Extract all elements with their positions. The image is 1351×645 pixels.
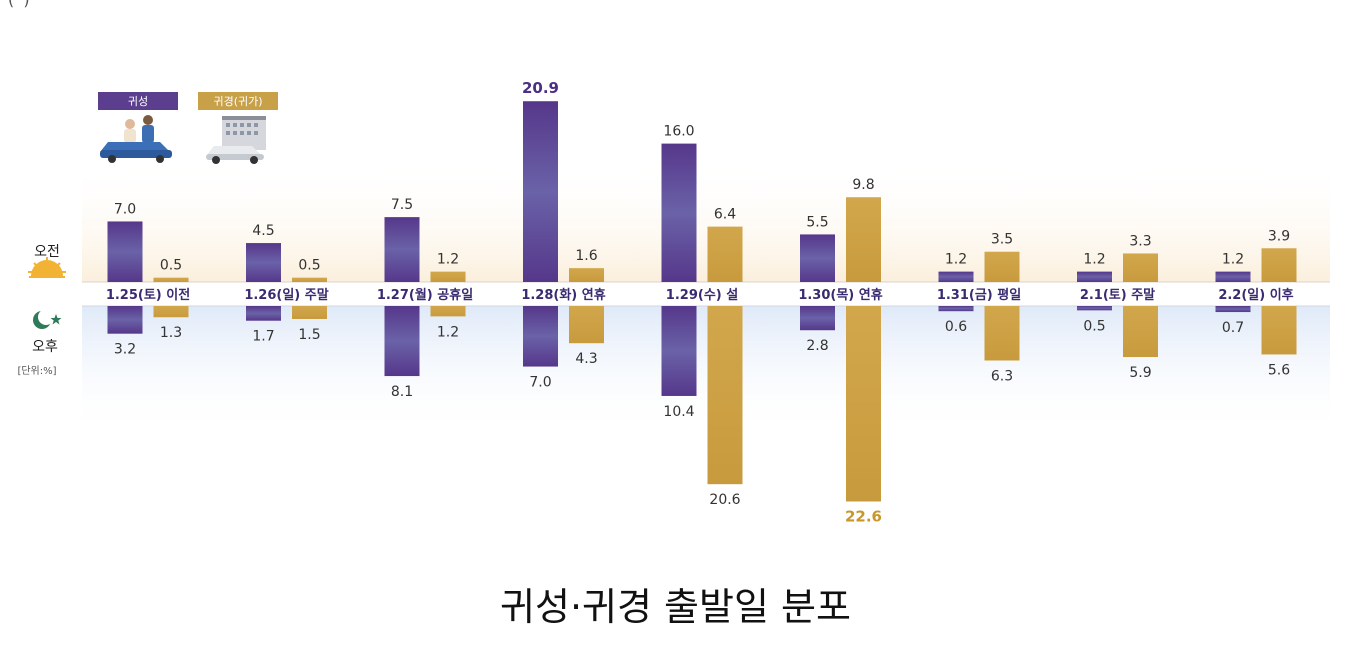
value-label-am: 3.5 xyxy=(991,232,1013,248)
category-label: 1.28(화) 연휴 xyxy=(521,287,605,303)
bar-homecoming-am xyxy=(938,271,974,282)
bar-homecoming-pm xyxy=(1077,306,1112,311)
bar-return-am xyxy=(1123,253,1158,282)
value-label-pm: 0.5 xyxy=(1083,318,1105,334)
value-label-pm: 7.0 xyxy=(529,375,551,391)
bar-homecoming-pm xyxy=(938,306,974,312)
value-label-pm: 1.3 xyxy=(160,325,182,341)
bar-homecoming-pm xyxy=(800,306,835,331)
bar-return-am xyxy=(707,226,743,282)
legend-label-homecoming: 귀성 xyxy=(128,95,148,108)
value-label-am: 7.0 xyxy=(114,201,136,217)
bar-homecoming-pm xyxy=(107,306,143,334)
pm-label: 오후 xyxy=(32,339,58,355)
bar-return-pm xyxy=(430,306,466,317)
value-label-pm: 8.1 xyxy=(391,384,413,400)
bar-homecoming-pm xyxy=(661,306,697,396)
value-label-pm: 3.2 xyxy=(114,342,136,358)
value-label-am: 1.2 xyxy=(945,252,967,268)
bar-return-pm xyxy=(984,306,1020,361)
category-band xyxy=(82,282,1330,306)
bar-return-am xyxy=(153,277,189,282)
value-label-am: 3.3 xyxy=(1129,233,1151,249)
legend-swatch-homecoming xyxy=(98,92,178,110)
value-label-pm: 1.7 xyxy=(252,329,274,345)
value-label-am: 4.5 xyxy=(252,223,274,239)
category-label: 1.30(목) 연휴 xyxy=(798,287,882,303)
value-label-pm: 2.8 xyxy=(806,338,828,354)
value-label-am: 16.0 xyxy=(663,124,694,140)
bar-return-am xyxy=(846,197,881,282)
unit-label: [단위:%] xyxy=(17,364,56,377)
bar-return-pm xyxy=(153,306,189,318)
value-label-am: 1.2 xyxy=(437,252,459,268)
bar-return-pm xyxy=(1123,306,1158,358)
value-label-am: 1.2 xyxy=(1083,252,1105,268)
bar-return-am xyxy=(984,251,1020,282)
legend-label-return: 귀경(귀가) xyxy=(213,95,262,108)
top-fragment: ( ) xyxy=(8,0,32,9)
legend-swatch-return xyxy=(198,92,278,110)
sun-icon xyxy=(28,257,66,278)
bar-return-pm xyxy=(846,306,881,502)
bar-return-pm xyxy=(292,306,327,319)
am-background xyxy=(82,160,1330,282)
value-label-am: 0.5 xyxy=(160,258,182,274)
value-label-am: 0.5 xyxy=(298,258,320,274)
bar-homecoming-pm xyxy=(384,306,420,377)
family-car-icon xyxy=(100,115,172,163)
value-label-am: 1.6 xyxy=(575,248,597,264)
category-label: 1.26(일) 주말 xyxy=(244,288,328,303)
category-label: 2.1(토) 주말 xyxy=(1080,288,1155,303)
value-label-am: 20.9 xyxy=(522,79,559,97)
value-label-pm: 0.6 xyxy=(945,319,967,335)
bar-homecoming-am xyxy=(661,143,697,282)
value-label-pm: 5.9 xyxy=(1129,365,1151,381)
bar-homecoming-pm xyxy=(523,306,558,367)
value-label-am: 6.4 xyxy=(714,207,736,223)
bar-homecoming-am xyxy=(800,234,835,282)
bar-homecoming-am xyxy=(1077,271,1112,282)
value-label-pm: 4.3 xyxy=(575,351,597,367)
value-label-pm: 1.5 xyxy=(298,327,320,343)
value-label-am: 9.8 xyxy=(852,177,874,193)
bar-return-am xyxy=(430,271,466,282)
value-label-pm: 1.2 xyxy=(437,324,459,340)
bar-return-pm xyxy=(569,306,604,344)
am-label: 오전 xyxy=(34,244,60,260)
value-label-am: 1.2 xyxy=(1222,252,1244,268)
building-car-icon xyxy=(206,116,266,164)
bar-homecoming-am xyxy=(1215,271,1251,282)
value-label-am: 5.5 xyxy=(806,214,828,230)
value-label-pm: 6.3 xyxy=(991,368,1013,384)
category-label: 1.25(토) 이전 xyxy=(106,287,190,303)
bar-return-am xyxy=(569,268,604,282)
value-label-pm: 20.6 xyxy=(709,492,740,508)
bar-homecoming-pm xyxy=(1215,306,1251,313)
category-label: 1.29(수) 설 xyxy=(666,288,738,303)
value-label-pm: 10.4 xyxy=(663,404,694,420)
moon-star-icon xyxy=(33,309,62,329)
bar-homecoming-am xyxy=(246,243,281,282)
value-label-am: 3.9 xyxy=(1268,228,1290,244)
bar-return-am xyxy=(1261,248,1297,282)
chart: 귀성 귀경(귀가) 오전 xyxy=(17,79,1330,525)
bar-return-am xyxy=(292,277,327,282)
value-label-pm: 22.6 xyxy=(845,507,882,525)
value-label-pm: 5.6 xyxy=(1268,362,1290,378)
bar-return-pm xyxy=(1261,306,1297,355)
pm-background xyxy=(82,306,1330,436)
bar-homecoming-am xyxy=(523,101,558,282)
bar-homecoming-am xyxy=(384,217,420,282)
bar-homecoming-pm xyxy=(246,306,281,321)
category-label: 1.27(월) 공휴일 xyxy=(377,287,473,303)
chart-caption: 귀성·귀경 출발일 분포 xyxy=(500,585,851,629)
bar-homecoming-am xyxy=(107,221,143,282)
category-label: 2.2(일) 이후 xyxy=(1218,287,1293,303)
value-label-am: 7.5 xyxy=(391,197,413,213)
category-label: 1.31(금) 평일 xyxy=(937,287,1021,303)
bar-return-pm xyxy=(707,306,743,485)
value-label-pm: 0.7 xyxy=(1222,320,1244,336)
